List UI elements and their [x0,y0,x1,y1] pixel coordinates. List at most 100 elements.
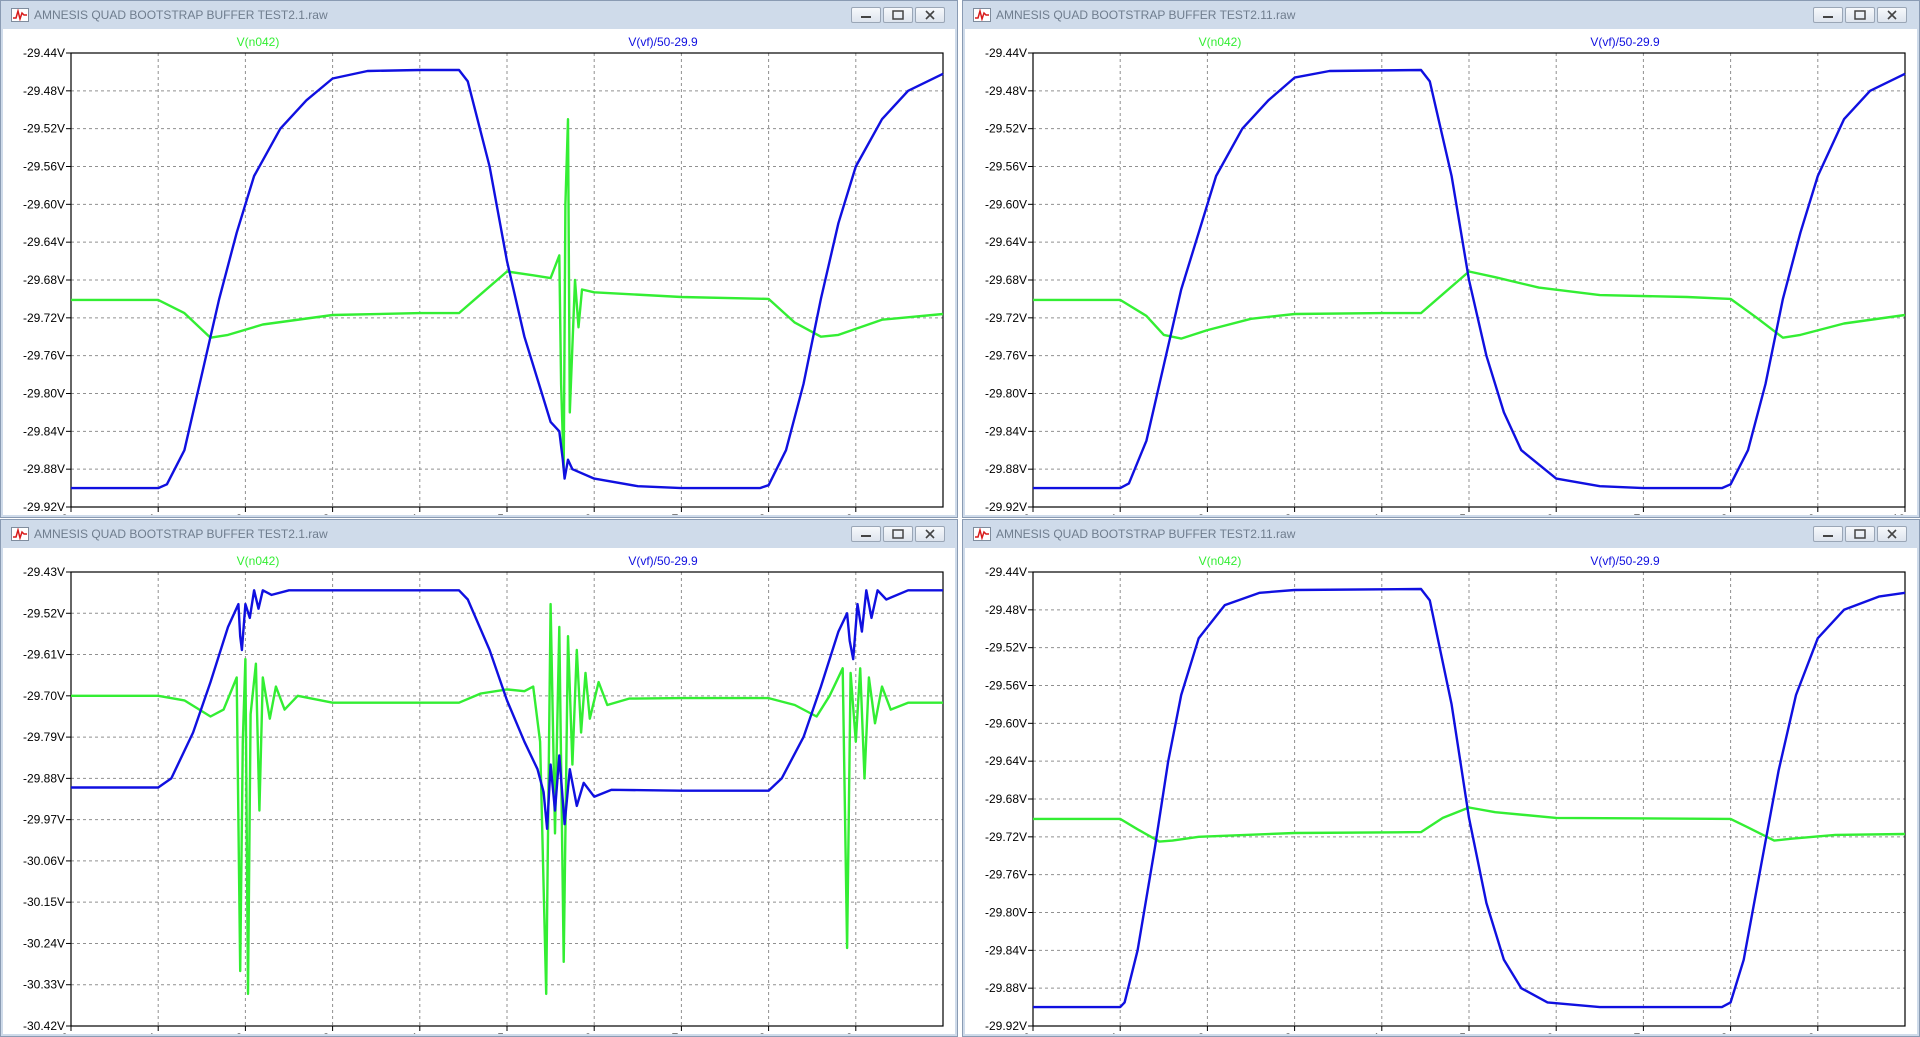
minimize-button[interactable] [851,7,881,23]
y-tick-label: -29.64V [985,235,1027,249]
y-tick-label: -30.33V [23,978,65,992]
x-tick-label: 2µs [236,512,256,515]
maximize-button[interactable] [1845,7,1875,23]
title-bar[interactable]: AMNESIS QUAD BOOTSTRAP BUFFER TEST2.1.ra… [1,1,957,29]
x-tick-label: 6µs [1546,512,1566,515]
y-tick-label: -29.48V [23,84,65,98]
plot-frame [70,52,944,508]
x-tick-label: 1µs [1110,512,1130,515]
x-tick-label: 1µs [148,1031,168,1034]
y-tick-label: -29.88V [985,981,1027,995]
waveform-plot: -29.44V -29.48V -29.52V -29.56V -29.60V -29.6… [985,554,1906,1034]
plot-area[interactable]: -29.44V -29.48V -29.52V -29.56V -29.60V -29.6… [965,29,1917,515]
close-button[interactable] [915,7,945,23]
y-tick-label: -29.80V [985,906,1027,920]
waveform-app-icon [11,527,29,541]
title-bar[interactable]: AMNESIS QUAD BOOTSTRAP BUFFER TEST2.11.r… [963,1,1919,29]
legend-label-vvf: V(vf)/50-29.9 [1590,35,1660,49]
y-tick-label: -29.68V [985,273,1027,287]
legend-label-vn042: V(n042) [1199,35,1242,49]
y-tick-label: -29.60V [985,716,1027,730]
maximize-button[interactable] [1845,526,1875,542]
x-tick-label: 9µs [846,512,866,515]
x-tick-label: 0µs [61,1031,81,1034]
title-bar[interactable]: AMNESIS QUAD BOOTSTRAP BUFFER TEST2.11.r… [963,520,1919,548]
y-tick-label: -29.72V [985,830,1027,844]
x-tick-label: 3µs [1285,512,1305,515]
y-tick-label: -29.72V [23,311,65,325]
x-tick-label: 10µs [1892,512,1917,515]
y-tick-label: -29.60V [23,197,65,211]
title-bar[interactable]: AMNESIS QUAD BOOTSTRAP BUFFER TEST2.1.ra… [1,520,957,548]
y-tick-label: -29.43V [23,565,65,579]
x-tick-label: 2µs [1198,1031,1218,1034]
x-tick-label: 9µs [1808,512,1828,515]
x-tick-label: 1µs [1110,1031,1130,1034]
x-tick-label: 3µs [323,512,343,515]
x-tick-label: 2µs [236,1031,256,1034]
x-tick-label: 2µs [1198,512,1218,515]
y-tick-label: -29.64V [985,754,1027,768]
x-tick-label: 0µs [61,512,81,515]
y-tick-label: -29.68V [985,792,1027,806]
x-tick-label: 5µs [497,1031,517,1034]
y-tick-label: -29.52V [23,606,65,620]
waveform-app-icon [973,8,991,22]
y-tick-label: -29.44V [985,565,1027,579]
y-tick-label: -29.61V [23,648,65,662]
waveform-window-2[interactable]: AMNESIS QUAD BOOTSTRAP BUFFER TEST2.11.r… [962,0,1920,518]
series-line-vvf [71,68,944,490]
x-tick-label: 5µs [1459,1031,1479,1034]
x-tick-label: 8µs [1721,1031,1741,1034]
close-button[interactable] [1877,7,1907,23]
y-tick-label: -29.56V [23,160,65,174]
x-tick-label: 7µs [672,1031,692,1034]
y-tick-label: -29.88V [23,462,65,476]
window-title: AMNESIS QUAD BOOTSTRAP BUFFER TEST2.1.ra… [34,527,328,541]
x-tick-label: 0µs [1023,1031,1043,1034]
waveform-plot: -29.44V -29.48V -29.52V -29.56V -29.60V -29.6… [23,35,944,515]
minimize-button[interactable] [1813,526,1843,542]
waveform-app-icon [11,8,29,22]
plot-area[interactable]: -29.44V -29.48V -29.52V -29.56V -29.60V -29.6… [3,29,955,515]
series-line-vn042 [1033,270,1906,340]
plot-area[interactable]: -29.43V -29.52V -29.61V -29.70V -29.79V -29.8… [3,548,955,1034]
x-tick-label: 4µs [410,1031,430,1034]
waveform-window-4[interactable]: AMNESIS QUAD BOOTSTRAP BUFFER TEST2.11.r… [962,519,1920,1037]
y-tick-label: -29.97V [23,813,65,827]
legend-label-vn042: V(n042) [1199,554,1242,568]
plot-frame [1032,571,1906,1027]
x-tick-label: 9µs [846,1031,866,1034]
minimize-button[interactable] [1813,7,1843,23]
x-tick-label: 9µs [1808,1031,1828,1034]
maximize-button[interactable] [883,526,913,542]
plot-frame [1032,52,1906,508]
y-tick-label: -29.92V [23,500,65,514]
x-tick-label: 6µs [584,1031,604,1034]
y-tick-label: -29.44V [985,46,1027,60]
plot-area[interactable]: -29.44V -29.48V -29.52V -29.56V -29.60V -29.6… [965,548,1917,1034]
minimize-button[interactable] [851,526,881,542]
waveform-window-3[interactable]: AMNESIS QUAD BOOTSTRAP BUFFER TEST2.1.ra… [0,519,958,1037]
y-tick-label: -29.60V [985,197,1027,211]
series-line-vvf [1033,587,1906,1009]
close-button[interactable] [1877,526,1907,542]
x-tick-label: 8µs [759,1031,779,1034]
y-tick-label: -29.92V [985,1019,1027,1033]
legend-label-vvf: V(vf)/50-29.9 [628,35,698,49]
y-tick-label: -29.79V [23,730,65,744]
x-tick-label: 4µs [410,512,430,515]
y-tick-label: -29.48V [985,603,1027,617]
x-tick-label: 3µs [323,1031,343,1034]
legend-label-vn042: V(n042) [237,554,280,568]
y-tick-label: -29.52V [985,641,1027,655]
x-tick-label: 7µs [1634,1031,1654,1034]
waveform-plot: -29.44V -29.48V -29.52V -29.56V -29.60V -29.6… [985,35,1917,515]
window-title: AMNESIS QUAD BOOTSTRAP BUFFER TEST2.11.r… [996,527,1296,541]
y-tick-label: -29.76V [985,868,1027,882]
maximize-button[interactable] [883,7,913,23]
close-button[interactable] [915,526,945,542]
waveform-window-1[interactable]: AMNESIS QUAD BOOTSTRAP BUFFER TEST2.1.ra… [0,0,958,518]
y-tick-label: -29.88V [985,462,1027,476]
waveform-app-icon [973,527,991,541]
